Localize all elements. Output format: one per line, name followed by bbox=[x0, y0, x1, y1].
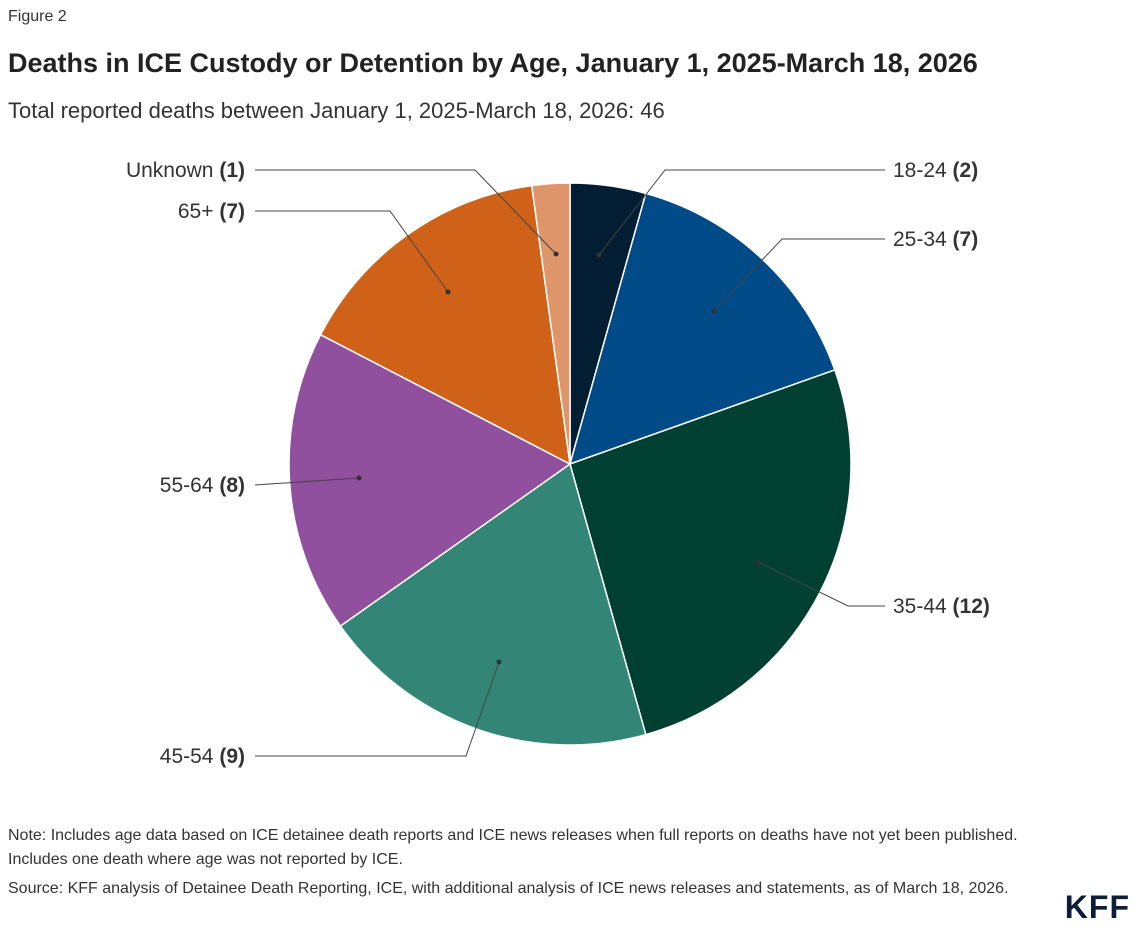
leader-line bbox=[598, 169, 885, 256]
slice-label: Unknown (1) bbox=[126, 159, 245, 182]
leader-dot bbox=[553, 251, 559, 257]
leader-line bbox=[254, 477, 360, 486]
slice-label: 25-34 (7) bbox=[893, 228, 978, 251]
pie-slice-Unknown bbox=[530, 182, 571, 465]
leader-line bbox=[713, 238, 885, 312]
figure-label: Figure 2 bbox=[8, 8, 67, 25]
chart-subtitle: Total reported deaths between January 1,… bbox=[8, 98, 665, 123]
leader-dot bbox=[755, 559, 761, 565]
leader-dot bbox=[356, 475, 362, 481]
pie-slice-65+ bbox=[319, 184, 571, 466]
chart-title: Deaths in ICE Custody or Detention by Ag… bbox=[8, 48, 978, 78]
leader-dot bbox=[711, 308, 717, 314]
slice-label: 45-54 (9) bbox=[160, 745, 245, 768]
slice-label: 65+ (7) bbox=[178, 200, 245, 223]
leader-line bbox=[757, 561, 885, 607]
leader-line bbox=[255, 661, 500, 757]
leader-dot bbox=[445, 289, 451, 295]
pie-slice-35-44 bbox=[569, 368, 852, 736]
leader-dot bbox=[596, 252, 602, 258]
leader-line bbox=[255, 169, 557, 255]
pie-slice-55-64 bbox=[288, 333, 572, 628]
leader-dot bbox=[496, 659, 502, 665]
slice-label: 35-44 (12) bbox=[893, 595, 990, 618]
pie-slice-25-34 bbox=[568, 192, 836, 466]
kff-logo: KFF bbox=[1064, 889, 1130, 925]
slice-label: 18-24 (2) bbox=[893, 159, 978, 182]
slice-label: 55-64 (8) bbox=[160, 474, 245, 497]
source: Source: KFF analysis of Detainee Death R… bbox=[8, 880, 1009, 897]
leader-line bbox=[255, 210, 449, 293]
note: Note: Includes age data based on ICE det… bbox=[8, 827, 1018, 868]
